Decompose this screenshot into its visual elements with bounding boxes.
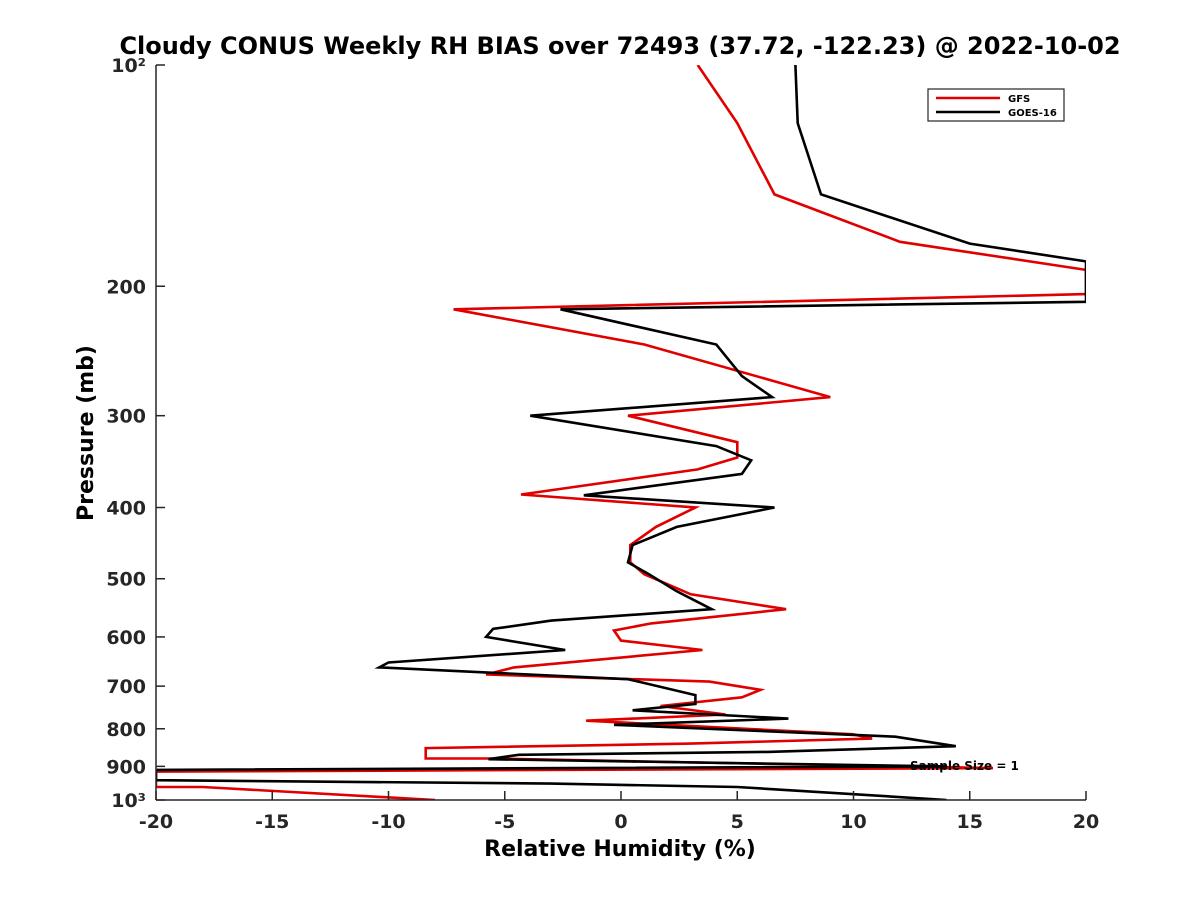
- x-tick-label: 0: [614, 811, 627, 833]
- legend: GFS GOES-16: [927, 88, 1065, 122]
- legend-label-goes-16: GOES-16: [1008, 108, 1057, 119]
- y-tick-label: 700: [106, 676, 146, 698]
- ticks: -20 -15 -10 -5 0 5 10 15 20 10² 200 300 400 500 600 700…: [106, 55, 1099, 833]
- legend-label-gfs: GFS: [1008, 94, 1030, 105]
- x-tick-label: -15: [255, 811, 289, 833]
- legend-box: [927, 88, 1065, 122]
- y-tick-label: 200: [106, 276, 146, 298]
- x-tick-label: 15: [957, 811, 983, 833]
- y-tick-label: 500: [106, 569, 146, 591]
- axes: [155, 65, 1086, 801]
- x-axis-label: Relative Humidity (%): [484, 837, 756, 862]
- chart-title: Cloudy CONUS Weekly RH BIAS over 72493 (…: [119, 32, 1120, 60]
- x-tick-label: -20: [139, 811, 173, 833]
- x-tick-label: 20: [1073, 811, 1099, 833]
- y-tick-label: 900: [106, 756, 146, 778]
- series-line-gfs: [156, 65, 1086, 800]
- y-tick-label: 10²: [111, 55, 146, 77]
- y-tick-label: 600: [106, 627, 146, 649]
- series-line-goes-16: [156, 65, 1086, 800]
- plot-area: [156, 65, 1086, 800]
- x-tick-label: 5: [731, 811, 744, 833]
- y-tick-label: 800: [106, 719, 146, 741]
- y-tick-label: 400: [106, 498, 146, 520]
- sample-size-annotation: Sample Size = 1: [910, 759, 1019, 773]
- x-tick-label: -5: [494, 811, 515, 833]
- y-tick-label: 300: [106, 406, 146, 428]
- x-tick-label: 10: [840, 811, 866, 833]
- x-tick-label: -10: [371, 811, 405, 833]
- y-axis-label: Pressure (mb): [74, 345, 99, 521]
- y-tick-label: 10³: [111, 790, 146, 812]
